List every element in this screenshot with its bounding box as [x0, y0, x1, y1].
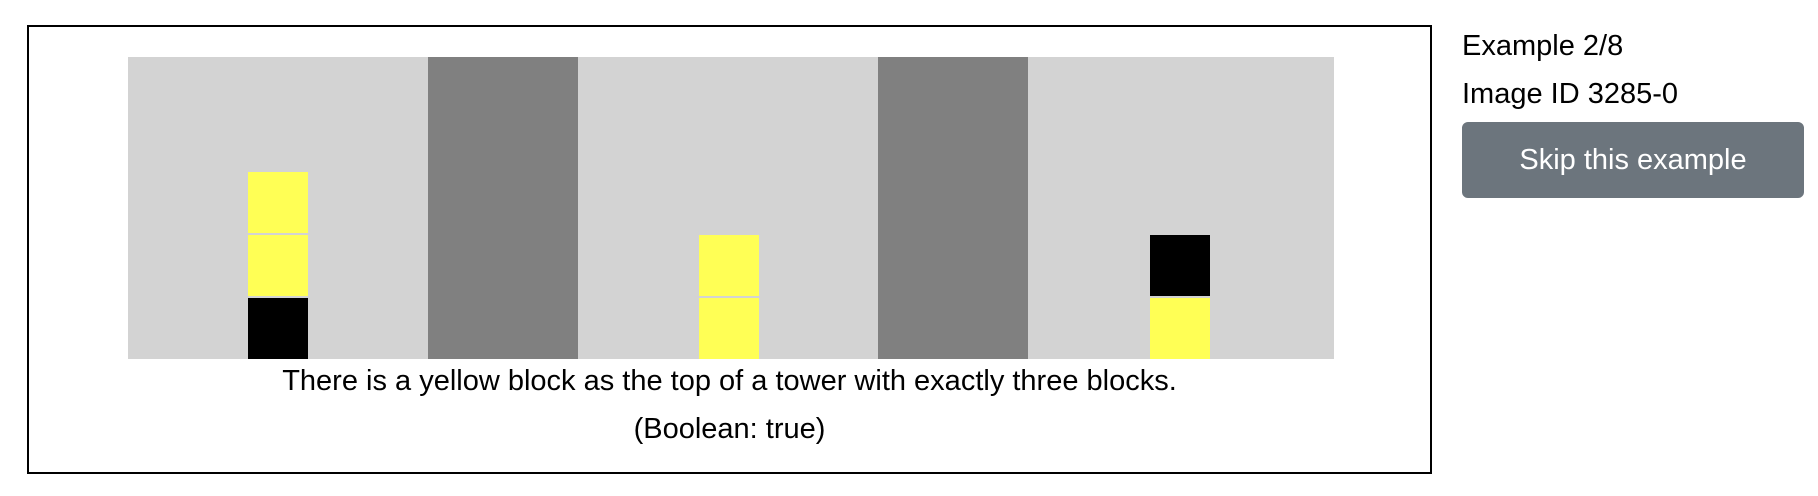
sidebar: Example 2/8 Image ID 3285-0 Skip this ex… [1462, 28, 1804, 198]
tower-1-block-1-black [248, 298, 308, 359]
tower-3-block-1-yellow [1150, 298, 1210, 359]
example-answer: (Boolean: true) [633, 413, 826, 445]
panel-divider [428, 57, 578, 359]
tower-2-block-2-yellow [699, 235, 759, 296]
tower-2-block-1-yellow [699, 298, 759, 359]
skip-example-button[interactable]: Skip this example [1462, 122, 1804, 198]
tower-1-block-2-yellow [248, 235, 308, 296]
example-card: There is a yellow block as the top of a … [27, 25, 1432, 474]
progress-label: Example 2/8 [1462, 30, 1624, 62]
tower-1-block-3-yellow [248, 172, 308, 233]
example-statement: There is a yellow block as the top of a … [282, 365, 1177, 397]
panel-divider [878, 57, 1028, 359]
tower-3-block-2-black [1150, 235, 1210, 296]
scene-image [128, 57, 1334, 359]
image-id-label: Image ID 3285-0 [1462, 78, 1679, 110]
